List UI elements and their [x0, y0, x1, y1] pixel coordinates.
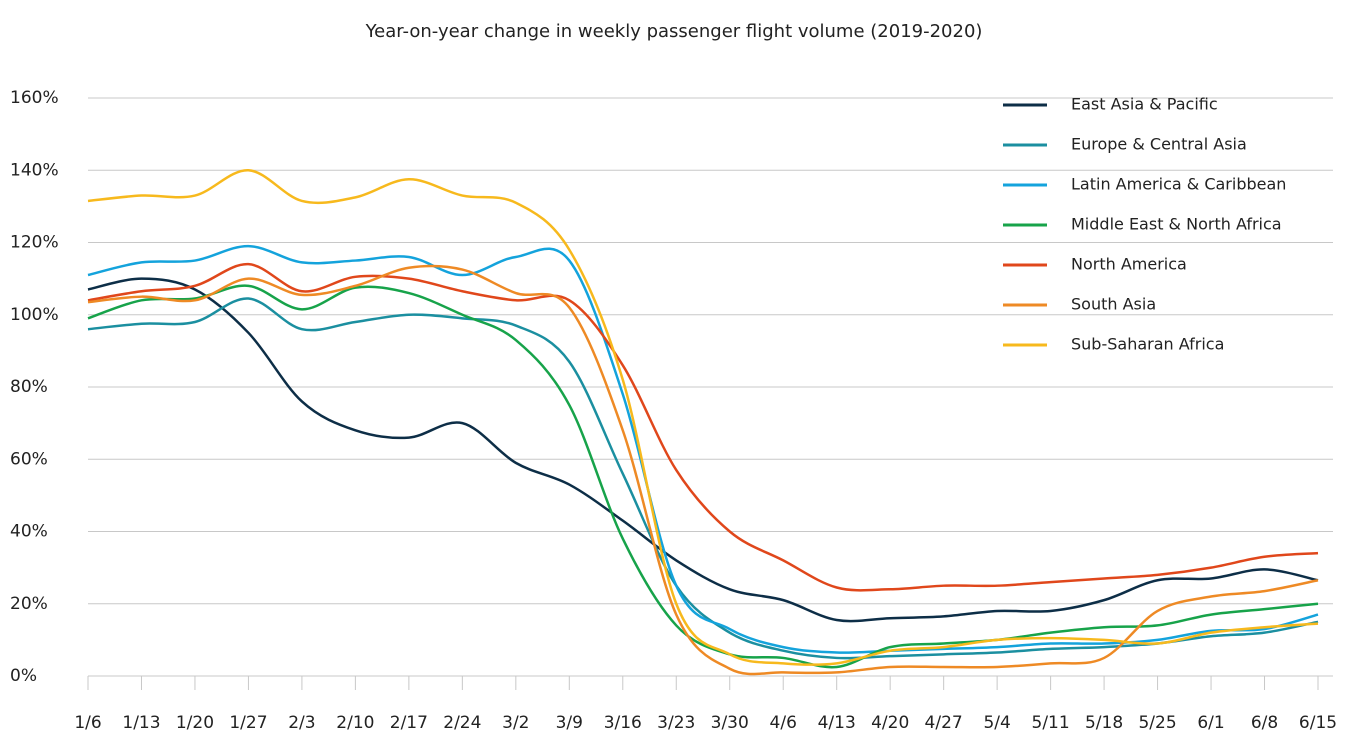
- x-tick-label: 1/20: [176, 713, 214, 733]
- x-tick-label: 4/27: [925, 713, 963, 733]
- x-tick-label: 1/27: [229, 713, 267, 733]
- x-tick-label: 2/24: [443, 713, 481, 733]
- series-line: [87, 277, 1319, 623]
- legend-text: South Asia: [1071, 295, 1156, 314]
- x-tick-label: 5/25: [1138, 713, 1176, 733]
- chart-title: Year-on-year change in weekly passenger …: [365, 21, 983, 42]
- y-tick-label: 60%: [10, 449, 48, 469]
- x-tick-label: 3/23: [657, 713, 695, 733]
- x-tick-label: 3/9: [556, 713, 583, 733]
- x-tick-label: 6/15: [1299, 713, 1337, 733]
- x-tick-label: 3/16: [604, 713, 642, 733]
- x-tick-label: 5/11: [1032, 713, 1070, 733]
- y-tick-label: 120%: [10, 233, 59, 253]
- legend-text: Latin America & Caribbean: [1071, 175, 1286, 194]
- x-tick-label: 3/2: [502, 713, 529, 733]
- y-tick-label: 0%: [10, 666, 37, 686]
- y-tick-label: 40%: [10, 522, 48, 542]
- x-tick-label: 4/20: [871, 713, 909, 733]
- y-tick-label: 140%: [10, 160, 59, 180]
- x-tick-label: 2/10: [336, 713, 374, 733]
- y-tick-label: 80%: [10, 377, 48, 397]
- legend-text: Europe & Central Asia: [1071, 135, 1247, 154]
- x-tick-label: 5/18: [1085, 713, 1123, 733]
- x-tick-label: 6/8: [1251, 713, 1278, 733]
- x-tick-label: 6/1: [1197, 713, 1224, 733]
- x-tick-label: 1/13: [122, 713, 160, 733]
- series-line: [87, 244, 1319, 654]
- y-tick-label: 160%: [10, 88, 59, 108]
- x-tick-label: 4/13: [818, 713, 856, 733]
- series-line: [87, 168, 1319, 666]
- legend-text: North America: [1071, 255, 1187, 274]
- y-tick-label: 100%: [10, 305, 59, 325]
- x-tick-label: 1/6: [74, 713, 101, 733]
- legend-text: East Asia & Pacific: [1071, 95, 1218, 114]
- legend-text: Middle East & North Africa: [1071, 215, 1282, 234]
- x-tick-label: 5/4: [983, 713, 1010, 733]
- legend-text: Sub-Saharan Africa: [1071, 335, 1224, 354]
- series-line: [87, 262, 1319, 592]
- x-tick-label: 2/3: [288, 713, 315, 733]
- x-tick-label: 2/17: [390, 713, 428, 733]
- x-tick-label: 3/30: [711, 713, 749, 733]
- series-line: [87, 264, 1319, 676]
- series-line: [87, 284, 1319, 669]
- x-tick-label: 4/6: [770, 713, 797, 733]
- y-tick-label: 20%: [10, 594, 48, 614]
